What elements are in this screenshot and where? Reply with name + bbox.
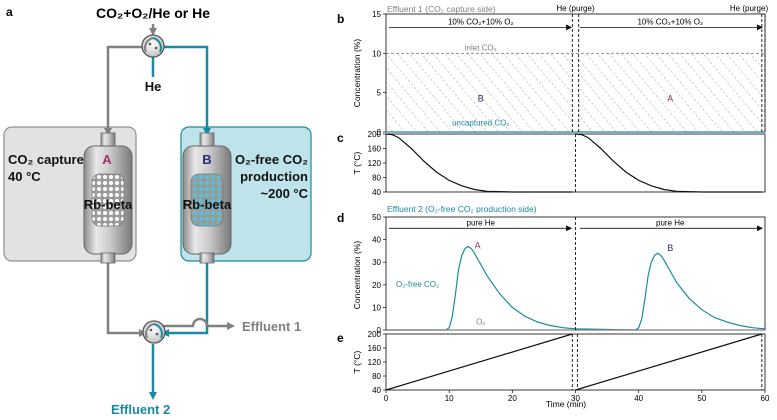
y-tick-label: 80 bbox=[372, 372, 381, 381]
x-tick-label: 30 bbox=[571, 394, 580, 403]
panel-label-c: c bbox=[337, 131, 344, 145]
pipe-from-production bbox=[161, 262, 209, 337]
phase-label: pure He bbox=[467, 218, 496, 227]
temperature-line-c bbox=[385, 133, 573, 193]
top-valve[interactable] bbox=[141, 34, 165, 58]
temperature-line-e bbox=[575, 333, 762, 391]
capture-temperature: 40 °C bbox=[8, 169, 41, 184]
o2-label: O₂ bbox=[476, 317, 485, 326]
production-temperature: ~200 °C bbox=[261, 186, 309, 201]
capture-bed-label: Rb-beta bbox=[84, 197, 133, 212]
captured-region-b bbox=[386, 53, 573, 133]
pipe-from-capture bbox=[106, 262, 147, 337]
x-tick-label: 0 bbox=[384, 394, 389, 403]
x-tick-label: 50 bbox=[697, 394, 706, 403]
chart-c: 40 80 120 160 200 T (°C) bbox=[352, 130, 766, 197]
capture-adsorbent-bed bbox=[91, 173, 125, 227]
chart-e: 40 80 120 160 200 T (°C) 0 10 20 30 40 50 60 bbox=[352, 330, 770, 403]
he-label: He bbox=[145, 79, 162, 94]
production-column bbox=[182, 132, 232, 264]
y-tick-label: 40 bbox=[372, 386, 381, 395]
temperature-line-c bbox=[575, 133, 762, 193]
plot-frame bbox=[385, 133, 766, 193]
schematic-panel: a CO₂+O₂/He or He He bbox=[3, 5, 312, 417]
y-tick-label: 160 bbox=[368, 145, 382, 154]
production-adsorbent-bed bbox=[190, 173, 224, 227]
y-tick-label: 20 bbox=[372, 281, 381, 290]
production-bed-label: Rb-beta bbox=[183, 197, 232, 212]
inlet-co2-label: inlet CO₂ bbox=[465, 43, 497, 52]
effluent2-header: Effluent 2 (O₂-free CO₂ production side) bbox=[387, 204, 537, 214]
panel-label-a: a bbox=[6, 5, 13, 19]
y-tick-label: 10 bbox=[372, 49, 381, 58]
production-title: O₂-free CO₂ bbox=[235, 152, 308, 167]
region-label-a: A bbox=[667, 93, 673, 103]
effluent2-label: Effluent 2 bbox=[111, 402, 170, 417]
y-tick-label: 120 bbox=[368, 358, 382, 367]
effluent1-header: Effluent 1 (CO₂ capture side) bbox=[387, 4, 496, 14]
y-tick-label: 200 bbox=[368, 130, 382, 139]
y-axis-label: Concentration (%) bbox=[352, 39, 362, 108]
o2-free-co2-label: O₂-free CO₂ bbox=[396, 280, 439, 289]
y-tick-label: 40 bbox=[372, 236, 381, 245]
panel-label-b: b bbox=[337, 12, 344, 26]
y-tick-label: 120 bbox=[368, 159, 382, 168]
capture-column bbox=[83, 132, 133, 264]
peak-label-b: B bbox=[667, 243, 673, 253]
y-tick-label: 80 bbox=[372, 174, 381, 183]
phase-label: pure He bbox=[656, 218, 685, 227]
pipe-to-capture bbox=[104, 45, 144, 136]
y-tick-label: 200 bbox=[368, 330, 382, 339]
y-axis-label: Concentration (%) bbox=[352, 241, 362, 310]
uncaptured-co2-label: uncaptured CO₂ bbox=[452, 119, 509, 128]
y-tick-label: 5 bbox=[377, 89, 382, 98]
temperature-line-e bbox=[385, 333, 573, 391]
y-tick-label: 15 bbox=[372, 10, 381, 19]
production-title-2: production bbox=[240, 169, 308, 184]
y-axis-label: T (°C) bbox=[352, 152, 362, 175]
y-tick-label: 0 bbox=[377, 326, 382, 335]
panel-label-e: e bbox=[337, 331, 344, 345]
chart-d: 0 10 20 30 40 50 Concentration (%) pure He pure … bbox=[352, 213, 766, 335]
phase-label: 10% CO₂+10% O₂ bbox=[448, 17, 514, 26]
region-label-b: B bbox=[478, 93, 484, 103]
reactor-a-letter: A bbox=[102, 152, 112, 167]
inlet-gas-label: CO₂+O₂/He or He bbox=[96, 5, 210, 21]
y-tick-label: 40 bbox=[372, 188, 381, 197]
y-tick-label: 10 bbox=[372, 303, 381, 312]
panel-label-d: d bbox=[337, 211, 344, 225]
x-axis-label: Time (min) bbox=[546, 399, 586, 409]
chart-b: 0 5 10 15 Concentration (%) He (purge) He (pur… bbox=[352, 4, 768, 137]
plot-frame bbox=[385, 333, 766, 391]
captured-region-a bbox=[578, 53, 765, 133]
y-tick-label: 0 bbox=[377, 128, 382, 137]
x-tick-label: 10 bbox=[445, 394, 454, 403]
y-tick-label: 160 bbox=[368, 344, 382, 353]
x-tick-label: 20 bbox=[508, 394, 517, 403]
phase-label: 10% CO₂+10% O₂ bbox=[637, 17, 703, 26]
effluent1-pipe bbox=[160, 317, 235, 330]
x-tick-label: 40 bbox=[634, 394, 643, 403]
x-tick-label: 60 bbox=[761, 394, 770, 403]
effluent1-label: Effluent 1 bbox=[242, 319, 301, 334]
peak-label-a: A bbox=[475, 241, 481, 251]
y-tick-label: 50 bbox=[372, 213, 381, 222]
chart-panels: b c d e Effluent 1 (CO₂ capture side) Ef… bbox=[337, 4, 770, 409]
y-tick-label: 30 bbox=[372, 258, 381, 267]
pipe-to-production bbox=[162, 45, 211, 136]
reactor-b-letter: B bbox=[202, 152, 211, 167]
purge-label: He (purge) bbox=[730, 4, 769, 13]
bottom-valve[interactable] bbox=[142, 320, 166, 344]
capture-title: CO₂ capture bbox=[8, 152, 84, 167]
purge-label: He (purge) bbox=[556, 4, 595, 13]
y-axis-label: T (°C) bbox=[352, 351, 362, 374]
